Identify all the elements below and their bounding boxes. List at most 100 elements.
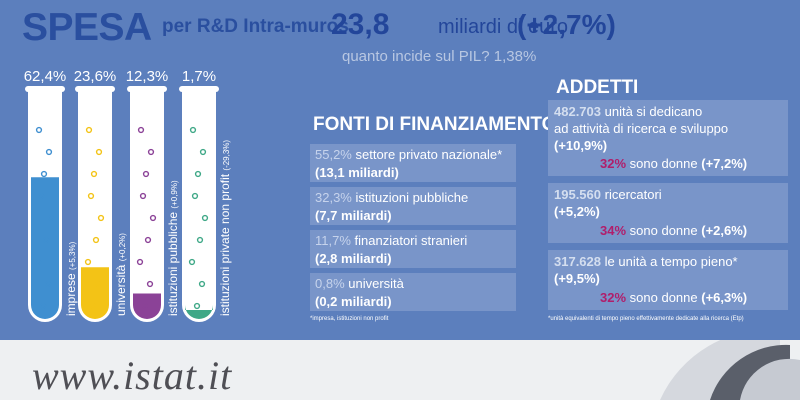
- test-tube: [179, 86, 219, 322]
- funding-source-item: 55,2% settore privato nazionale* (13,1 m…: [310, 144, 516, 182]
- women-pct: 34%: [600, 223, 627, 238]
- category-change: (+5,3%): [68, 241, 77, 270]
- staff-change: (+10,9%): [554, 138, 608, 153]
- bubble: [142, 170, 150, 178]
- staff-number: 195.560: [554, 187, 601, 202]
- bubble: [149, 214, 157, 222]
- category-name: istituzioni private non profit: [218, 170, 232, 316]
- addetti-title: ADDETTI: [556, 77, 639, 98]
- bubble: [137, 126, 145, 134]
- bubble: [201, 214, 209, 222]
- bubble: [34, 258, 42, 266]
- bubble: [97, 214, 105, 222]
- tube-value-label: 62,4%: [23, 68, 67, 85]
- staff-item: 482.703 unità si dedicano ad attività di…: [548, 100, 788, 176]
- bubble: [196, 236, 204, 244]
- funding-footnote: *impresa, istituzioni non profit: [310, 316, 389, 322]
- test-tube: [25, 86, 65, 322]
- bubble: [84, 258, 92, 266]
- istat-website[interactable]: www.istat.it: [32, 353, 233, 398]
- page-title: SPESA: [22, 6, 152, 49]
- bubble: [35, 126, 43, 134]
- bubble: [194, 170, 202, 178]
- bar-università: [81, 267, 109, 319]
- funding-amount: (13,1 miliardi): [315, 165, 399, 180]
- bubble: [39, 302, 47, 310]
- tube-rim: [25, 86, 65, 92]
- bubble: [199, 148, 207, 156]
- funding-label: finanziatori stranieri: [354, 233, 468, 248]
- bubble: [188, 258, 196, 266]
- tube-category-label: istituzioni private non profit (-29,3%): [218, 140, 232, 316]
- category-change: (+0,2%): [118, 233, 127, 262]
- tube-glass: [130, 90, 164, 322]
- funding-source-item: 11,7% finanziatori stranieri (2,8 miliar…: [310, 230, 516, 268]
- bubble: [141, 302, 149, 310]
- bubble: [89, 302, 97, 310]
- tube-category-label: imprese (+5,3%): [64, 242, 78, 316]
- title-amount: 23,8: [331, 8, 390, 41]
- funding-label: settore privato nazionale*: [355, 147, 503, 162]
- staff-text-2: ad attività di ricerca e sviluppo: [554, 121, 729, 136]
- bubble: [193, 302, 201, 310]
- bubble: [85, 126, 93, 134]
- staff-item: 195.560 ricercatori (+5,2%) 34% sono don…: [548, 183, 788, 243]
- bubble: [45, 148, 53, 156]
- category-name: istituzioni pubbliche: [166, 208, 180, 316]
- bubble: [147, 148, 155, 156]
- women-pct: 32%: [600, 156, 627, 171]
- category-change: (+0,9%): [170, 180, 179, 209]
- bubble: [40, 170, 48, 178]
- bubble: [136, 258, 144, 266]
- funding-pct: 55,2%: [315, 147, 352, 162]
- staff-footnote: *unità equivalenti di tempo pieno effett…: [548, 316, 744, 322]
- bubble: [47, 214, 55, 222]
- funding-amount: (0,2 miliardi): [315, 294, 392, 309]
- title-subtitle: per R&D Intra-muros: [162, 16, 349, 37]
- staff-item: 317.628 le unità a tempo pieno* (+9,5%) …: [548, 250, 788, 310]
- women-change: (+6,3%): [701, 290, 748, 305]
- tube-rim: [75, 86, 115, 92]
- funding-pct: 11,7%: [315, 233, 351, 248]
- fonti-title: FONTI DI FINANZIAMENTO: [313, 114, 557, 135]
- funding-label: istituzioni pubbliche: [355, 190, 469, 205]
- funding-amount: (7,7 miliardi): [315, 208, 392, 223]
- bubble: [37, 192, 45, 200]
- category-name: università: [114, 261, 128, 316]
- women-text: sono donne: [629, 223, 698, 238]
- bubble: [90, 170, 98, 178]
- women-change: (+7,2%): [701, 156, 748, 171]
- test-tube: [75, 86, 115, 322]
- bubble: [44, 280, 52, 288]
- bubble: [191, 192, 199, 200]
- title-change: (+2,7%): [517, 9, 616, 40]
- bubble: [198, 280, 206, 288]
- women-text: sono donne: [629, 290, 698, 305]
- decorative-arc: [660, 340, 800, 400]
- funding-label: università: [348, 276, 404, 291]
- funding-pct: 0,8%: [315, 276, 345, 291]
- funding-amount: (2,8 miliardi): [315, 251, 392, 266]
- bubble: [92, 236, 100, 244]
- tube-rim: [127, 86, 167, 92]
- tube-value-label: 1,7%: [181, 68, 217, 85]
- bubble: [189, 126, 197, 134]
- bubble: [139, 192, 147, 200]
- test-tube: [127, 86, 167, 322]
- staff-text: unità si dedicano: [604, 104, 703, 119]
- staff-text: ricercatori: [604, 187, 662, 202]
- title-unit: miliardi di euro: [438, 16, 569, 38]
- staff-number: 317.628: [554, 254, 601, 269]
- women-pct: 32%: [600, 290, 627, 305]
- funding-pct: 32,3%: [315, 190, 352, 205]
- bubble: [146, 280, 154, 288]
- bubble: [87, 192, 95, 200]
- women-text: sono donne: [629, 156, 698, 171]
- bubble: [42, 236, 50, 244]
- staff-text: le unità a tempo pieno*: [604, 254, 738, 269]
- bubble: [144, 236, 152, 244]
- tube-category-label: università (+0,2%): [114, 233, 128, 316]
- test-tube-chart: [25, 86, 219, 322]
- category-name: imprese: [64, 269, 78, 316]
- funding-source-item: 32,3% istituzioni pubbliche (7,7 miliard…: [310, 187, 516, 225]
